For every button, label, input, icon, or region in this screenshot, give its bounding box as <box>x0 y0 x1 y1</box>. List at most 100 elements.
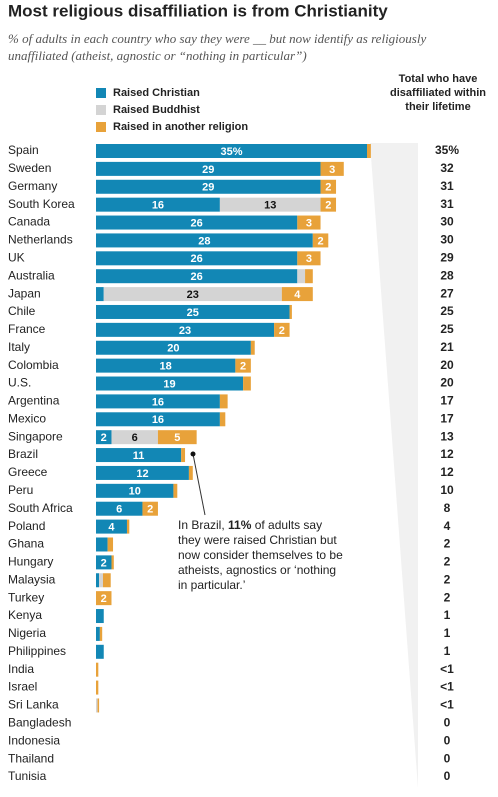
bar-segment <box>297 269 306 284</box>
legend-label: Raised Christian <box>113 87 200 99</box>
y-tick-label: Thailand <box>8 751 54 765</box>
total-label: 1 <box>444 626 451 640</box>
value-label: 12 <box>136 468 148 480</box>
total-label: 10 <box>440 483 454 497</box>
legend-label: Raised in another religion <box>113 121 248 133</box>
value-label: 2 <box>101 593 107 605</box>
value-label: 2 <box>317 235 323 247</box>
value-label: 23 <box>179 325 191 337</box>
bar-segment <box>96 179 321 194</box>
total-label: 31 <box>440 179 454 193</box>
bar-segment <box>96 555 112 570</box>
bar-segment <box>96 537 108 552</box>
y-tick-label: India <box>8 662 34 676</box>
y-tick-label: Netherlands <box>8 233 73 247</box>
bar-segment <box>96 304 290 319</box>
y-tick-label: Argentina <box>8 394 60 408</box>
value-label: 16 <box>152 414 164 426</box>
y-tick-label: Brazil <box>8 447 38 461</box>
totals-header: Total who have disaffiliated within thei… <box>390 73 486 113</box>
bar-segment <box>102 573 111 588</box>
bar-segment <box>96 698 98 713</box>
total-label: 1 <box>444 644 451 658</box>
bar-segment <box>96 251 298 266</box>
chart-subtitle: % of adults in each country who say they… <box>8 31 427 63</box>
total-label: <1 <box>440 698 454 712</box>
total-label: 0 <box>444 769 451 783</box>
bar-segment <box>126 519 130 534</box>
value-label: 4 <box>294 289 301 301</box>
legend-swatch <box>96 105 106 115</box>
total-label: 4 <box>444 519 451 533</box>
total-label: 17 <box>440 394 454 408</box>
value-label: 2 <box>279 325 285 337</box>
total-label: 13 <box>440 429 454 443</box>
bar-segment <box>96 340 251 355</box>
value-label: 29 <box>202 164 214 176</box>
y-tick-label: Bangladesh <box>8 716 71 730</box>
bar-segment <box>312 233 329 248</box>
value-label: 25 <box>187 307 199 319</box>
y-tick-label: France <box>8 322 46 336</box>
bar-segment <box>157 430 197 445</box>
bar-segment <box>173 483 178 498</box>
bar-segment <box>97 698 100 713</box>
value-label: 20 <box>167 343 179 355</box>
bar-segment <box>99 626 103 641</box>
value-label: 26 <box>191 217 203 229</box>
legend-swatch <box>96 88 106 98</box>
bar-segment <box>96 644 104 659</box>
bar-segment <box>96 269 298 284</box>
bar-segment <box>297 251 321 266</box>
bar-segment <box>96 322 275 337</box>
total-label: 25 <box>440 322 454 336</box>
bar-segment <box>289 304 292 319</box>
y-tick-label: Germany <box>8 179 57 193</box>
bar-segment <box>96 394 220 409</box>
value-label: 10 <box>129 486 141 498</box>
value-label: 3 <box>306 253 312 265</box>
y-tick-label: Sweden <box>8 161 51 175</box>
bar-segment <box>367 144 371 158</box>
bar-segment <box>274 322 290 337</box>
total-label: 30 <box>440 215 454 229</box>
bar-segment <box>188 465 193 480</box>
bar-segment <box>297 215 321 230</box>
bar-segment <box>96 591 112 606</box>
total-label: 0 <box>444 751 451 765</box>
bar-segment <box>96 483 174 498</box>
bar-segment <box>320 197 337 212</box>
bar-segment <box>96 197 220 212</box>
total-label: 2 <box>444 572 451 586</box>
bar-segment <box>96 501 143 516</box>
value-label: 2 <box>325 182 331 194</box>
bar-segment <box>320 179 337 194</box>
bar-segment <box>219 412 226 427</box>
total-label: 0 <box>444 716 451 730</box>
bar-segment <box>142 501 158 516</box>
value-label: 18 <box>160 361 172 373</box>
bar-segment <box>99 573 103 588</box>
value-label: 6 <box>116 504 122 516</box>
y-tick-label: Spain <box>8 143 39 157</box>
value-label: 2 <box>325 200 331 212</box>
bar-segment <box>219 197 321 212</box>
total-label: 20 <box>440 358 454 372</box>
total-label: 29 <box>440 250 454 264</box>
total-label: 2 <box>444 555 451 569</box>
total-label: 0 <box>444 733 451 747</box>
bar-segment <box>96 573 100 588</box>
bar-segment <box>96 161 321 176</box>
value-label: 2 <box>147 504 153 516</box>
total-label: 27 <box>440 286 454 300</box>
bar-segment <box>96 519 127 534</box>
y-tick-label: Nigeria <box>8 626 46 640</box>
bar-segment <box>96 626 100 641</box>
total-label: 31 <box>440 197 454 211</box>
annotation-text: of adults say they were raised Christian… <box>178 518 343 592</box>
bar-segment <box>235 358 251 373</box>
y-tick-label: Turkey <box>8 590 44 604</box>
total-label: 28 <box>440 268 454 282</box>
y-tick-label: Indonesia <box>8 733 60 747</box>
